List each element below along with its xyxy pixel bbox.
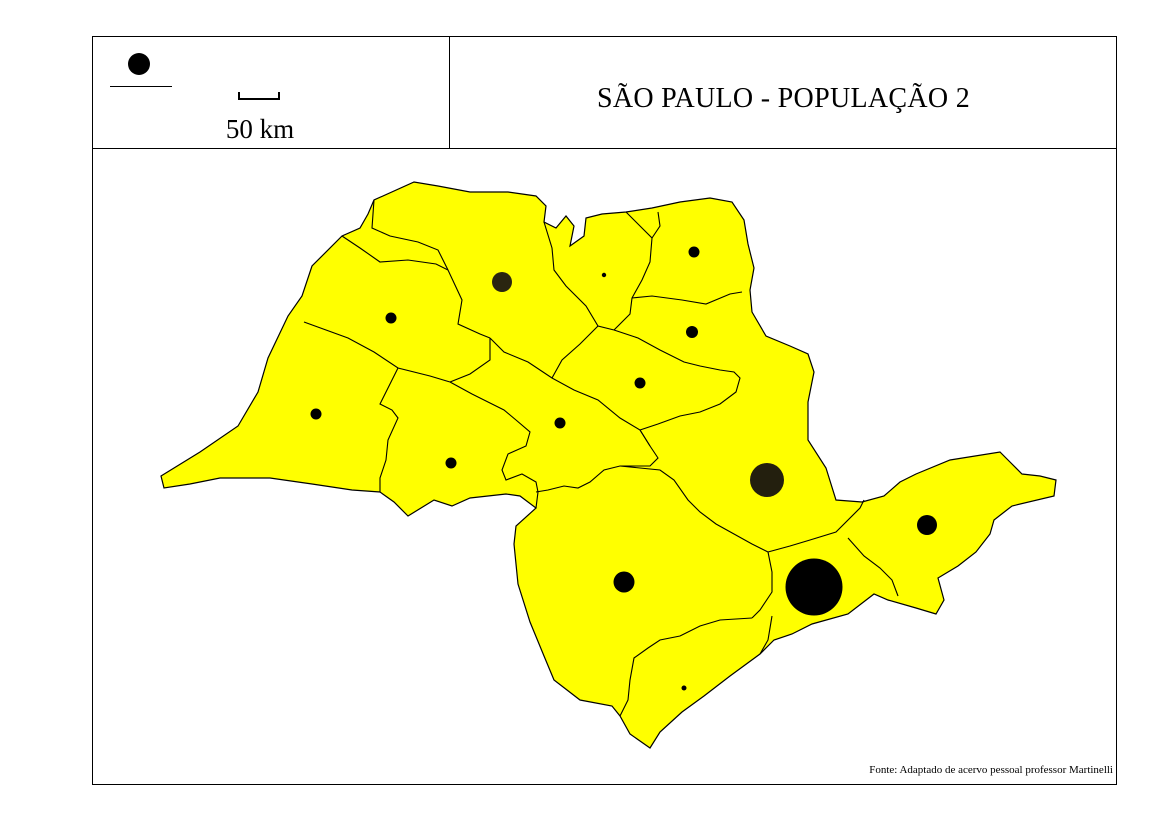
population-circle: [750, 463, 784, 497]
source-note: Fonte: Adaptado de acervo pessoal profes…: [869, 764, 1113, 776]
population-circle: [492, 272, 512, 292]
header-divider: [92, 148, 1117, 149]
scale-bar: [238, 92, 280, 100]
population-circle: [686, 326, 698, 338]
population-symbols: [310, 246, 937, 691]
population-circle: [688, 246, 700, 258]
population-circle: [445, 457, 457, 469]
region-borders: [303, 199, 899, 717]
population-circle: [601, 272, 607, 278]
population-circle: [917, 515, 937, 535]
population-circle: [613, 571, 635, 593]
map-title: SÃO PAULO - POPULAÇÃO 2: [596, 83, 971, 114]
state-outline: [160, 181, 1057, 749]
map-frame: [92, 36, 1117, 785]
population-circle: [785, 558, 843, 616]
legend-circle-symbol: [128, 53, 150, 75]
population-circle: [634, 377, 646, 389]
population-circle: [385, 312, 397, 324]
population-circle: [310, 408, 322, 420]
population-circle: [554, 417, 566, 429]
header-vertical-divider: [449, 36, 450, 149]
scale-label: 50 km: [225, 114, 295, 144]
population-circle: [681, 685, 687, 691]
legend-underline: [110, 86, 172, 87]
